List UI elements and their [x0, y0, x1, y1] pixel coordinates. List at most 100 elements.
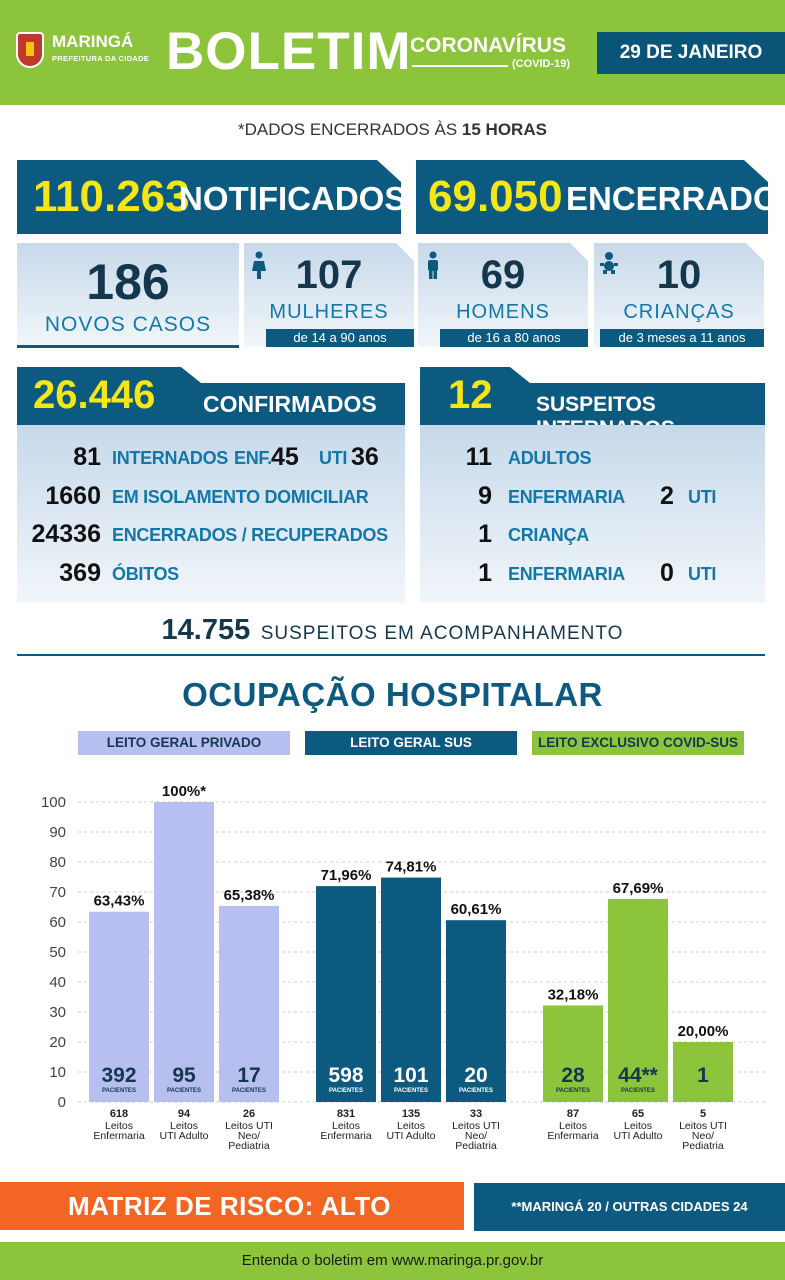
bar-category-label: Leitos: [170, 1120, 198, 1132]
bar-beds-value: 33: [470, 1108, 482, 1120]
bar-patients-label: PACIENTES: [232, 1088, 266, 1094]
bar-category-label: Neo/: [465, 1130, 487, 1142]
y-tick-label: 0: [58, 1094, 66, 1111]
city-name: MARINGÁ: [52, 32, 134, 51]
bar-percent-label: 100%*: [162, 783, 206, 800]
bar-category-label: Leitos: [624, 1120, 652, 1132]
men-value: 69: [480, 253, 526, 297]
bar-category-label: UTI Adulto: [613, 1130, 662, 1142]
icu-label: UTI: [319, 448, 348, 468]
risk-matrix-banner: MATRIZ DE RISCO: ALTO: [0, 1182, 464, 1230]
footer-link[interactable]: Entenda o boletim em www.maringa.pr.gov.…: [0, 1242, 785, 1280]
bar-percent-label: 67,69%: [613, 880, 664, 897]
bar-percent-label: 63,43%: [94, 893, 145, 910]
bar-patients-label: PACIENTES: [621, 1088, 655, 1094]
women-label: MULHERES: [269, 301, 389, 323]
bar-patients-value: 392: [101, 1064, 136, 1087]
bar-category-label: Neo/: [238, 1130, 260, 1142]
bar-patients-label: PACIENTES: [167, 1088, 201, 1094]
bar: [219, 905, 279, 1102]
y-tick-label: 10: [49, 1064, 66, 1081]
women-age-range: de 14 a 90 anos: [266, 329, 414, 347]
child-icu-value: 0: [660, 559, 674, 587]
bar-category-label: Pediatria: [682, 1140, 724, 1152]
notified-box: 110.263 NOTIFICADOS: [17, 160, 401, 234]
legend-sus: LEITO GERAL SUS: [305, 731, 517, 755]
bar-patients-label: PACIENTES: [459, 1088, 493, 1094]
bar-percent-label: 60,61%: [451, 901, 502, 918]
y-tick-label: 100: [41, 794, 66, 811]
bar-percent-label: 71,96%: [321, 867, 372, 884]
bar-category-label: Leitos: [397, 1120, 425, 1132]
occupancy-chart: 010203040506070809010063,43%392PACIENTES…: [41, 783, 765, 1152]
bar-category-label: Leitos UTI: [452, 1120, 500, 1132]
bar-patients-label: PACIENTES: [102, 1088, 136, 1094]
bar-percent-label: 20,00%: [678, 1023, 729, 1040]
notified-value: 110.263: [33, 172, 190, 221]
y-tick-label: 60: [49, 914, 66, 931]
notice-prefix: *DADOS ENCERRADOS ÀS: [238, 120, 462, 139]
monitoring-row: 14.755 SUSPEITOS EM ACOMPANHAMENTO: [0, 614, 785, 647]
bar: [543, 1005, 603, 1102]
bar: [89, 911, 149, 1102]
confirmed-label: CONFIRMADOS: [203, 391, 377, 417]
occupancy-title: OCUPAÇÃO HOSPITALAR: [182, 676, 603, 713]
child-icu-label: UTI: [688, 564, 717, 584]
bar-patients-value: 28: [561, 1064, 585, 1087]
baby-icon: [600, 252, 618, 274]
bar-beds-value: 5: [700, 1108, 706, 1120]
covid-label: (COVID-19): [512, 58, 571, 70]
monitoring-label: SUSPEITOS EM ACOMPANHAMENTO: [260, 623, 624, 644]
women-box: 107 MULHERES de 14 a 90 anos: [244, 243, 414, 347]
new-cases-box: 186 NOVOS CASOS: [17, 243, 239, 347]
bar-patients-value: 44**: [618, 1064, 659, 1087]
cities-note: **MARINGÁ 20 / OUTRAS CIDADES 24: [474, 1183, 785, 1231]
new-cases-underline: [17, 345, 239, 348]
bar: [608, 898, 668, 1102]
bar-category-label: Neo/: [692, 1130, 714, 1142]
children-label: CRIANÇAS: [623, 301, 735, 323]
city-logo[interactable]: MARINGÁ PREFEITURA DA CIDADE: [10, 26, 152, 76]
hospitalized-value: 81: [73, 443, 101, 471]
header-bar: MARINGÁ PREFEITURA DA CIDADE BOLETIM COR…: [0, 0, 785, 105]
bar-category-label: Leitos: [332, 1120, 360, 1132]
y-tick-label: 50: [49, 944, 66, 961]
notice-hour: 15 HORAS: [461, 120, 547, 139]
bar-beds-value: 831: [337, 1108, 355, 1120]
children-age-range: de 3 meses a 11 anos: [600, 329, 764, 347]
bar-patients-value: 20: [464, 1064, 487, 1087]
y-tick-label: 70: [49, 884, 66, 901]
bar-beds-value: 94: [178, 1108, 191, 1120]
bar-category-label: Leitos UTI: [225, 1120, 273, 1132]
suspects-label: SUSPEITOS INTERNADOS: [536, 393, 675, 425]
legend-private: LEITO GERAL PRIVADO: [78, 731, 290, 755]
men-age-range: de 16 a 80 anos: [440, 329, 588, 347]
confirmed-header: 26.446 CONFIRMADOS: [17, 367, 405, 425]
suspects-header: 12 SUSPEITOS INTERNADOS: [420, 367, 765, 425]
bar-patients-value: 1: [697, 1064, 709, 1087]
y-tick-label: 80: [49, 854, 66, 871]
men-box: 69 HOMENS de 16 a 80 anos: [418, 243, 588, 347]
woman-icon: [252, 251, 266, 279]
bar-percent-label: 74,81%: [386, 859, 437, 876]
child-ward-label: ENFERMARIA: [508, 564, 625, 584]
bar-patients-value: 101: [393, 1064, 428, 1087]
man-icon: [428, 251, 438, 279]
icu-value: 36: [351, 443, 379, 471]
bar-category-label: Leitos UTI: [679, 1120, 727, 1132]
bar-patients-label: PACIENTES: [394, 1088, 428, 1094]
bar-category-label: Enfermaria: [320, 1130, 372, 1142]
recovered-label: ENCERRADOS / RECUPERADOS: [112, 525, 388, 545]
title-divider: [412, 65, 508, 67]
new-cases-value: 186: [86, 254, 170, 310]
bar-category-label: UTI Adulto: [386, 1130, 435, 1142]
y-tick-label: 30: [49, 1004, 66, 1021]
bar-patients-value: 598: [328, 1064, 363, 1087]
bar-category-label: Pediatria: [228, 1140, 270, 1152]
closed-label: ENCERRADOS: [566, 180, 785, 217]
bar-beds-value: 87: [567, 1108, 579, 1120]
isolation-label: EM ISOLAMENTO DOMICILIAR: [112, 487, 369, 507]
bar: [381, 877, 441, 1102]
confirmed-value: 26.446: [33, 373, 156, 417]
closed-box: 69.050 ENCERRADOS: [416, 160, 768, 234]
